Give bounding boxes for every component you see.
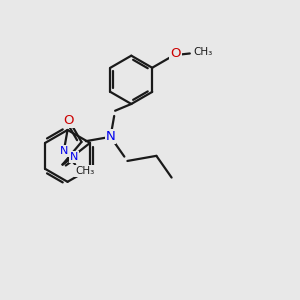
Text: O: O bbox=[64, 114, 74, 127]
Text: N: N bbox=[70, 152, 78, 162]
Text: CH₃: CH₃ bbox=[194, 47, 213, 57]
Text: O: O bbox=[170, 47, 181, 60]
Text: N: N bbox=[106, 130, 116, 143]
Text: N: N bbox=[60, 146, 68, 156]
Text: CH₃: CH₃ bbox=[75, 166, 94, 176]
